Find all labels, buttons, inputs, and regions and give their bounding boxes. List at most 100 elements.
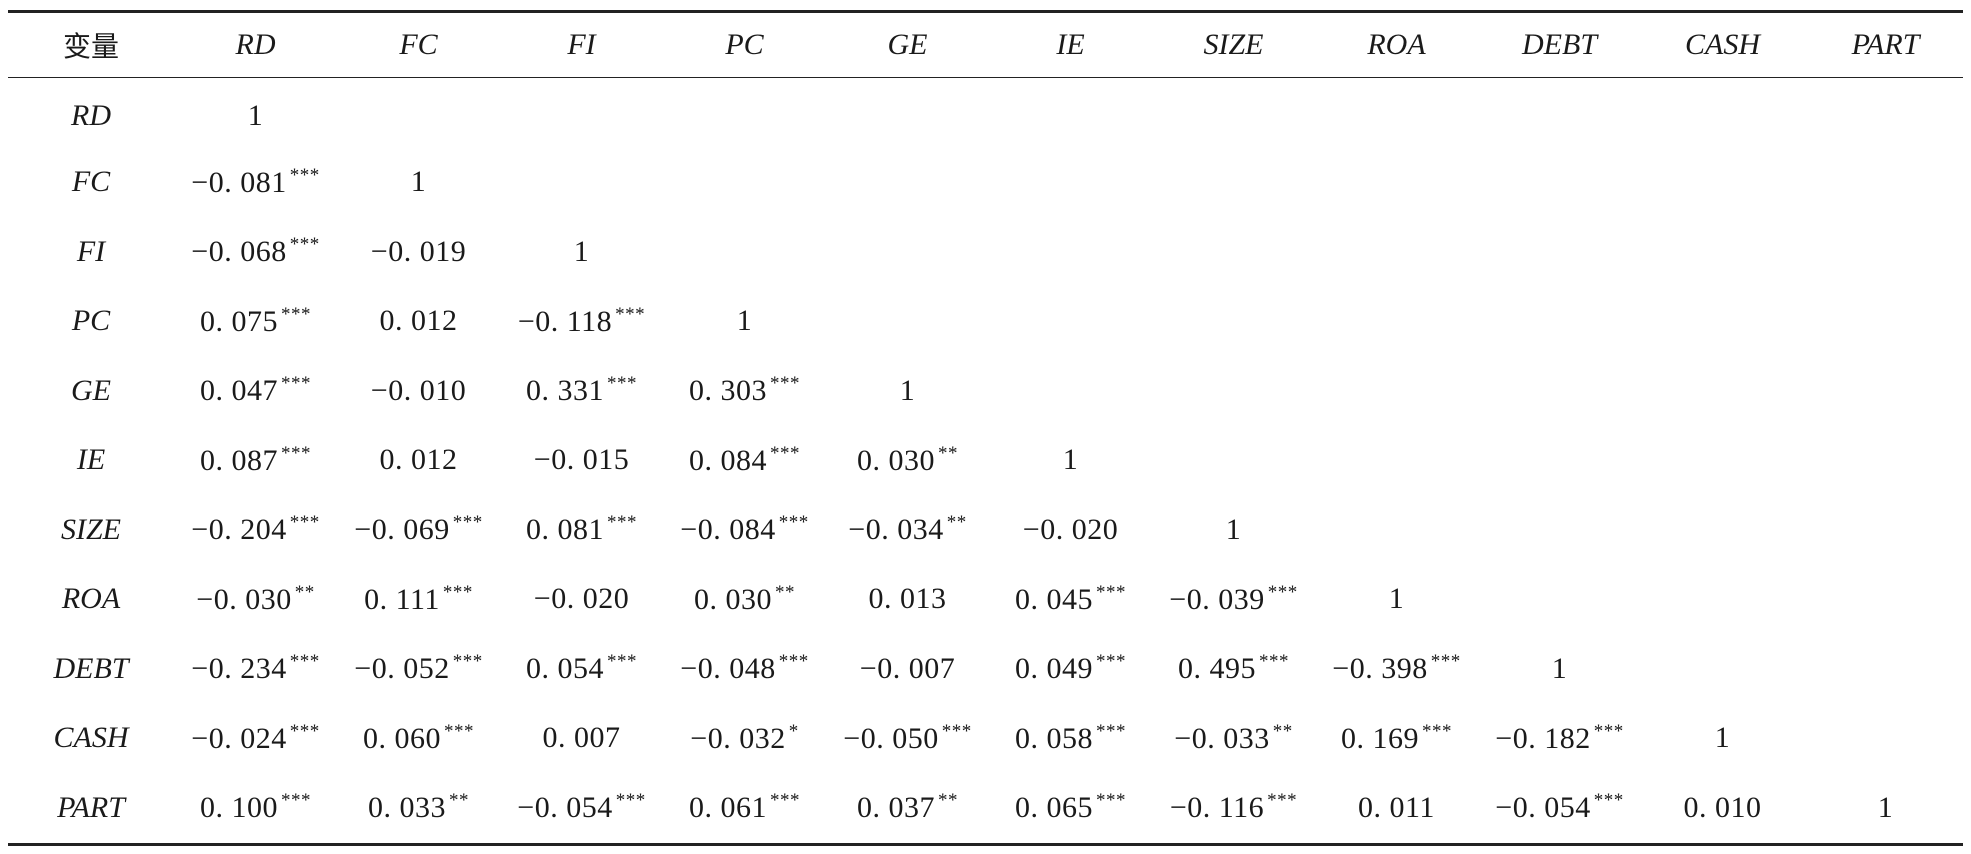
cell-value: −0. 118 — [517, 304, 613, 338]
table-cell — [1804, 287, 1967, 357]
table-cell: −0. 081 *** — [174, 148, 337, 218]
cell-value: 1 — [899, 373, 916, 407]
significance-stars: *** — [442, 581, 473, 603]
table-cell — [663, 217, 826, 287]
significance-stars: *** — [615, 790, 646, 812]
row-label: CASH — [53, 721, 129, 755]
significance-stars: *** — [281, 303, 311, 325]
table-cell — [1152, 287, 1315, 357]
significance-stars: *** — [452, 651, 483, 673]
cell-value: 0. 058 — [1015, 721, 1093, 755]
cell-value: −0. 019 — [370, 234, 467, 268]
cell-value: 0. 331 — [526, 374, 604, 408]
cell-value: −0. 007 — [859, 651, 956, 685]
cell-value: −0. 234 — [191, 652, 287, 686]
cell-value: 1 — [1062, 443, 1079, 477]
table-cell — [1478, 495, 1641, 565]
significance-stars: *** — [770, 442, 800, 464]
cell-value: 0. 010 — [1683, 790, 1762, 824]
significance-stars: *** — [1096, 651, 1126, 673]
column-header: GE — [887, 28, 928, 61]
table-cell — [663, 78, 826, 148]
table-cell — [1641, 495, 1804, 565]
table-cell: 0. 075 *** — [174, 287, 337, 357]
row-label: IE — [76, 443, 106, 477]
table-row: SIZE −0. 204 *** −0. 069 *** 0. 081 *** −0. 084… — [8, 495, 1967, 565]
table-cell — [1641, 287, 1804, 357]
table-cell — [1478, 148, 1641, 218]
table-cell — [1804, 634, 1967, 704]
table-cell — [1804, 148, 1967, 218]
significance-stars: *** — [1430, 651, 1461, 673]
cell-value: 0. 007 — [542, 721, 621, 755]
table-cell: −0. 007 — [826, 634, 989, 704]
table-header: 变量 RD FC FI PC GE IE SIZE ROA DEBT CASH PART — [8, 13, 1967, 77]
table-cell: −0. 234 *** — [174, 634, 337, 704]
table-cell: −0. 052 *** — [337, 634, 500, 704]
table-cell — [989, 78, 1152, 148]
row-label: PART — [57, 790, 125, 824]
row-label: FI — [76, 234, 106, 268]
column-header: CASH — [1685, 28, 1760, 61]
table-cell: −0. 116 *** — [1152, 773, 1315, 843]
significance-stars: *** — [1259, 651, 1289, 673]
table-cell — [1315, 287, 1478, 357]
variable-column-header: 变量 — [62, 30, 119, 63]
significance-stars: ** — [938, 790, 958, 812]
header-row: 变量 RD FC FI PC GE IE SIZE ROA DEBT CASH PART — [8, 13, 1967, 77]
significance-stars: *** — [452, 512, 483, 534]
cell-value: 0. 303 — [689, 374, 767, 408]
table-cell: −0. 050 *** — [826, 704, 989, 774]
table-cell — [1315, 78, 1478, 148]
row-label: RD — [71, 98, 111, 132]
cell-value: 0. 013 — [868, 582, 947, 616]
table-cell: −0. 019 — [337, 217, 500, 287]
table-cell — [989, 217, 1152, 287]
table-cell — [1315, 426, 1478, 496]
cell-value: −0. 054 — [1495, 791, 1591, 825]
cell-value: 0. 030 — [694, 582, 772, 616]
table-cell — [1478, 217, 1641, 287]
significance-stars: ** — [1272, 720, 1293, 742]
table-cell: 0. 030 ** — [663, 565, 826, 635]
significance-stars: ** — [449, 790, 469, 812]
cell-value: −0. 024 — [191, 721, 287, 755]
cell-value: 0. 111 — [364, 582, 440, 616]
table-cell — [1804, 565, 1967, 635]
table-cell: −0. 048 *** — [663, 634, 826, 704]
table-cell: −0. 054 *** — [500, 773, 663, 843]
cell-value: 0. 037 — [857, 791, 935, 825]
table-cell: −0. 068 *** — [174, 217, 337, 287]
table-cell: −0. 039 *** — [1152, 565, 1315, 635]
table-cell — [989, 287, 1152, 357]
significance-stars: *** — [607, 651, 637, 673]
significance-stars: *** — [281, 790, 311, 812]
table-cell — [1641, 148, 1804, 218]
cell-value: 1 — [1225, 512, 1242, 546]
table-cell: −0. 030 ** — [174, 565, 337, 635]
table-cell: −0. 054 *** — [1478, 773, 1641, 843]
table-cell: 1 — [500, 217, 663, 287]
table-row: RD 1 — [8, 78, 1967, 148]
table-cell: −0. 034 ** — [826, 495, 989, 565]
table-cell: 0. 007 — [500, 704, 663, 774]
significance-stars: *** — [289, 512, 320, 534]
significance-stars: *** — [1593, 720, 1624, 742]
cell-value: −0. 398 — [1332, 652, 1428, 686]
cell-value: −0. 069 — [354, 513, 450, 547]
significance-stars: *** — [607, 512, 637, 534]
table-cell: 1 — [337, 148, 500, 218]
cell-value: −0. 081 — [191, 165, 287, 199]
table-cell: 1 — [1641, 704, 1804, 774]
table-cell — [989, 356, 1152, 426]
cell-value: −0. 033 — [1174, 721, 1270, 755]
significance-stars: *** — [289, 720, 320, 742]
cell-value: 0. 065 — [1015, 791, 1093, 825]
table-cell: 0. 087 *** — [174, 426, 337, 496]
table-cell — [1641, 565, 1804, 635]
cell-value: 0. 060 — [363, 721, 441, 755]
table-cell: 0. 061 *** — [663, 773, 826, 843]
cell-value: 1 — [1551, 651, 1568, 685]
cell-value: 1 — [1877, 790, 1894, 824]
cell-value: 1 — [1388, 582, 1405, 616]
